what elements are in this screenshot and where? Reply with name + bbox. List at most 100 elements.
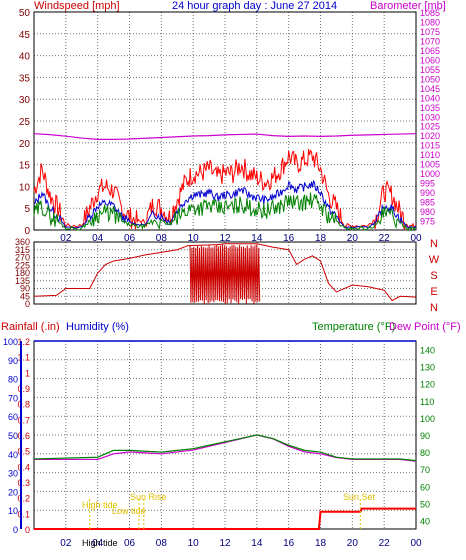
top-right-tick-label: 985 (420, 198, 435, 208)
barometer-line (33, 133, 417, 140)
top-left-tick-label: 50 (19, 8, 31, 19)
dewpoint-label: Dew Point (°F) (389, 321, 461, 333)
top-right-tick-label: 1060 (420, 55, 440, 65)
rain-tick-label: 0 (25, 525, 30, 535)
rainfall-label: Rainfall (.in) (1, 321, 60, 333)
top-left-tick-label: 25 (19, 117, 31, 128)
rain-tick-label: 0.4 (17, 462, 30, 472)
rain-tick-label: 0.3 (17, 478, 30, 488)
bottom-x-tick-label: 06 (124, 538, 136, 549)
humidity-tick-label: 70 (8, 393, 18, 403)
temperature-label: Temperature (°F) (312, 321, 395, 333)
top-x-tick-label: 20 (347, 233, 359, 244)
top-left-tick-label: 35 (19, 73, 31, 84)
direction-tick-label: 0 (25, 299, 30, 309)
bottom-x-tick-label: 04 (92, 538, 104, 549)
top-right-tick-label: 1075 (420, 27, 440, 37)
direction-tick-label: 315 (15, 245, 30, 255)
temperature-tick-label: 90 (420, 431, 430, 441)
bottom-left-axes: 0 10 20 30 40 50 60 70 80 90 100 0 0.1 0.2 0.3 0.4 0.5 0.… (3, 337, 30, 535)
top-x-tick-label: 10 (188, 233, 200, 244)
compass-label: E (430, 286, 437, 298)
temperature-tick-label: 110 (420, 397, 434, 407)
direction-tick-label: 135 (15, 276, 30, 286)
rain-tick-label: 0.8 (17, 400, 30, 410)
direction-series (33, 243, 417, 304)
top-right-tick-label: 1065 (420, 46, 440, 56)
humidity-tick-label: 90 (8, 356, 18, 366)
barometer-label: Barometer [mb] (370, 0, 446, 12)
average-wind-line (33, 179, 417, 229)
humidity-tick-label: 20 (8, 487, 18, 497)
humidity-tick-label: 40 (8, 450, 18, 460)
top-left-tick-label: 20 (19, 139, 31, 150)
temperature-tick-label: 140 (420, 346, 435, 356)
humidity-tick-label: 50 (8, 431, 18, 441)
temperature-tick-label: 60 (420, 482, 430, 492)
humidity-label: Humidity (%) (66, 321, 129, 333)
top-x-tick-label: 14 (251, 233, 263, 244)
wind-direction-line (33, 243, 417, 302)
top-right-tick-label: 1000 (420, 169, 440, 179)
top-left-axis: 0 5 10 15 20 25 30 35 40 45 50 (19, 8, 31, 237)
top-x-tick-label: 22 (379, 233, 391, 244)
top-right-tick-label: 1085 (420, 8, 440, 18)
rain-tick-label: 0.6 (17, 431, 30, 441)
top-left-tick-label: 45 (19, 30, 31, 41)
humidity-tick-label: 60 (8, 412, 18, 422)
top-right-tick-label: 995 (420, 179, 435, 189)
rain-tick-label: 1.1 (17, 353, 30, 363)
humidity-tick-label: 10 (8, 506, 18, 516)
rain-tick-label: 1 (25, 368, 30, 378)
top-right-tick-label: 1080 (420, 17, 440, 27)
rain-tick-label: 0.1 (17, 509, 30, 519)
top-left-tick-label: 0 (24, 226, 30, 237)
top-right-tick-label: 1050 (420, 74, 440, 84)
annotation-sun-rise: Sun Rise (130, 492, 167, 502)
bottom-x-tick-label: 18 (315, 538, 327, 549)
top-x-tick-label: 06 (124, 233, 136, 244)
top-x-tick-label: 08 (156, 233, 168, 244)
bottom-x-tick-label: 14 (251, 538, 263, 549)
rainfall-line (34, 507, 416, 530)
bottom-x-tick-label: 16 (283, 538, 295, 549)
top-right-tick-label: 1015 (420, 141, 440, 151)
bottom-x-tick-label: 08 (156, 538, 168, 549)
temperature-tick-label: 40 (420, 516, 430, 526)
direction-tick-label: 45 (20, 291, 30, 301)
bottom-x-tick-label: 22 (379, 538, 391, 549)
top-x-tick-label: 12 (219, 233, 231, 244)
top-right-tick-label: 980 (420, 207, 435, 217)
annotation-sun-set: Sun Set (343, 492, 376, 502)
direction-tick-label: 90 (20, 284, 30, 294)
compass-label: N (430, 302, 438, 314)
top-right-axis: 9759809859909951000100510101015102010251… (420, 8, 440, 227)
top-right-tick-label: 990 (420, 188, 435, 198)
annotation-high-tide: High tide (82, 500, 118, 510)
direction-tick-label: 180 (15, 268, 30, 278)
top-left-tick-label: 30 (19, 95, 31, 106)
top-right-tick-label: 1025 (420, 122, 440, 132)
temperature-tick-label: 50 (420, 499, 430, 509)
top-right-tick-label: 1035 (420, 103, 440, 113)
bottom-x-tick-label: 20 (347, 538, 359, 549)
top-x-tick-label: 16 (283, 233, 295, 244)
top-right-tick-label: 1005 (420, 160, 440, 170)
annotation-low-tide: Low tide (112, 506, 146, 516)
top-grid (34, 11, 417, 231)
top-right-tick-label: 1045 (420, 84, 440, 94)
rain-tick-label: 0.9 (17, 384, 30, 394)
bottom-x-axis: 02 04 06 08 10 12 14 16 18 20 22 00 (60, 538, 422, 549)
bottom-series (33, 340, 417, 530)
bottom-x-tick-label: 00 (410, 538, 422, 549)
rain-tick-label: 0.2 (17, 494, 30, 504)
compass-label: N (430, 238, 438, 250)
rain-tick-label: 1.2 (17, 337, 30, 347)
temperature-line (33, 434, 417, 462)
top-x-tick-label: 02 (60, 233, 72, 244)
top-right-tick-label: 1020 (420, 131, 440, 141)
compass-label: W (429, 254, 440, 266)
top-right-tick-label: 1070 (420, 36, 440, 46)
